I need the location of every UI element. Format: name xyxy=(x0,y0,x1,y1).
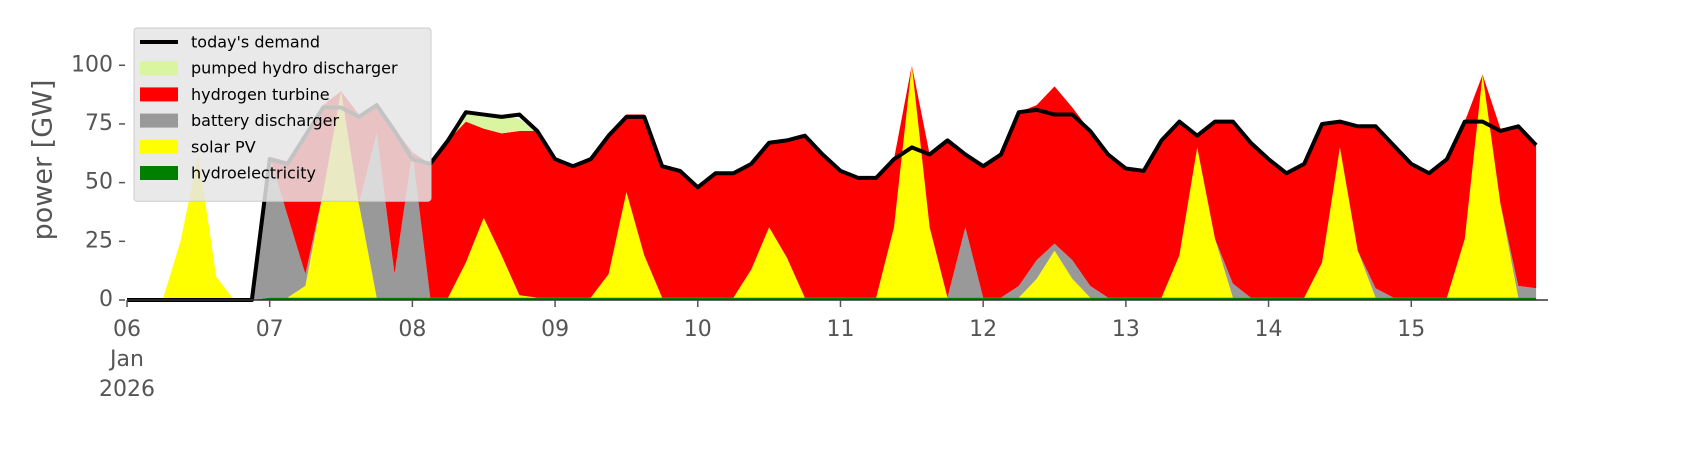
x-tick-label: 08 xyxy=(398,317,426,342)
legend-label: hydrogen turbine xyxy=(191,85,330,104)
y-tick-label: 50 xyxy=(85,170,113,195)
y-tick-label: 100 xyxy=(71,52,113,77)
x-tick-label: 10 xyxy=(684,317,712,342)
legend-label: pumped hydro discharger xyxy=(191,59,398,78)
x-tick-label: 09 xyxy=(541,317,569,342)
legend-swatch xyxy=(140,87,178,102)
legend-swatch xyxy=(140,113,178,128)
legend-box xyxy=(133,27,432,202)
y-tick-label: 0 xyxy=(99,287,113,312)
y-tick-label: 75 xyxy=(85,111,113,136)
x-tick-label: 14 xyxy=(1255,317,1283,342)
x-tick-label: 12 xyxy=(969,317,997,342)
area xyxy=(127,65,1537,300)
x-tick-label: 07 xyxy=(256,317,284,342)
legend-swatch xyxy=(140,61,178,76)
legend-label: hydroelectricity xyxy=(191,164,316,183)
x-tick-label: 06 Jan 2026 xyxy=(99,317,155,402)
y-tick-label: 25 xyxy=(85,228,113,253)
area xyxy=(127,65,1537,300)
legend: today's demand pumped hydro discharger hyd… xyxy=(133,27,432,202)
x-tick-label: 15 xyxy=(1397,317,1425,342)
legend-label: solar PV xyxy=(191,137,256,156)
legend-label: today's demand xyxy=(191,33,320,52)
legend-label: battery discharger xyxy=(191,111,339,130)
x-tick-label: 11 xyxy=(826,317,854,342)
legend-swatch xyxy=(140,139,178,154)
area xyxy=(127,65,1537,300)
y-axis-label: power [GW] xyxy=(28,80,59,241)
legend-swatch xyxy=(140,166,178,180)
x-tick-label: 13 xyxy=(1112,317,1140,342)
